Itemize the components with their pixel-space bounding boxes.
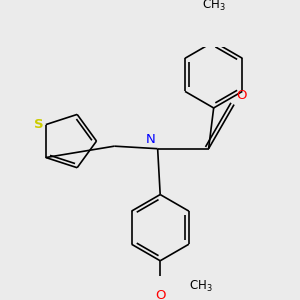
Text: S: S xyxy=(34,118,43,131)
Text: O: O xyxy=(237,89,247,102)
Text: O: O xyxy=(155,289,165,300)
Text: CH$_3$: CH$_3$ xyxy=(202,0,226,13)
Text: N: N xyxy=(145,133,155,146)
Text: CH$_3$: CH$_3$ xyxy=(189,279,213,294)
